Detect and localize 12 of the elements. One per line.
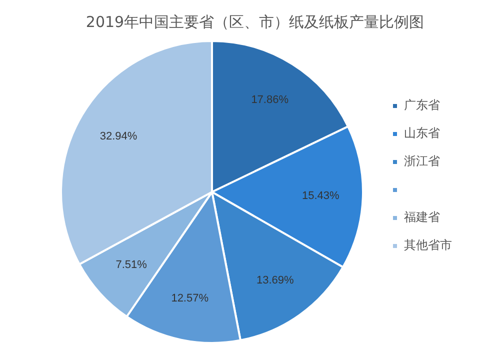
legend-label: 广东省 (404, 98, 440, 112)
data-label: 13.69% (256, 274, 294, 287)
legend-label: 福建省 (404, 210, 440, 224)
legend-label: 其他省市 (404, 238, 452, 252)
legend-label: 浙江省 (404, 154, 440, 168)
data-label: 7.51% (116, 258, 148, 271)
data-label: 12.57% (171, 292, 209, 304)
chart-title: 2019年中国主要省（区、市）纸及纸板产量比例图 (86, 12, 424, 31)
legend-label: 山东省 (404, 126, 440, 140)
data-label: 32.94% (100, 130, 138, 143)
data-label: 15.43% (302, 190, 340, 202)
data-label: 17.86% (251, 94, 289, 106)
